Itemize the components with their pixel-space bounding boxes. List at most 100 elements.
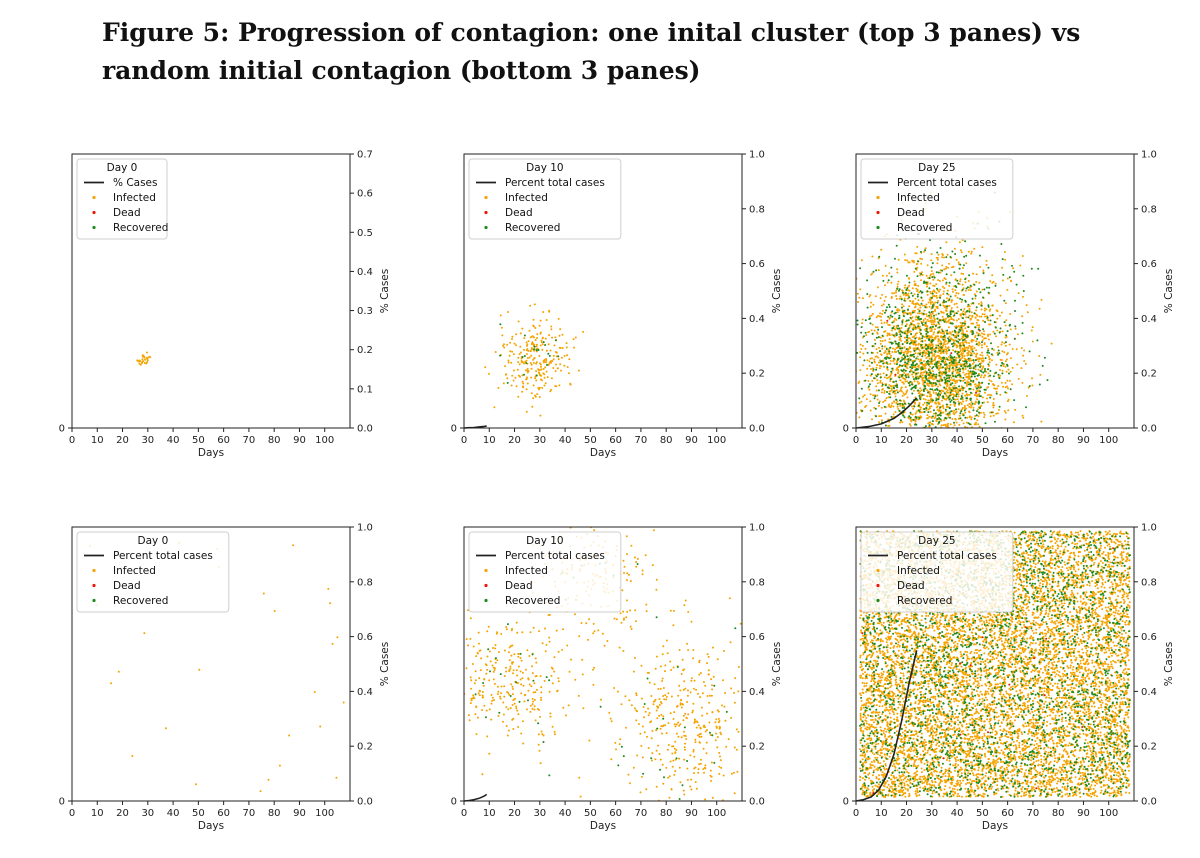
point-infected [941,348,944,351]
point-infected [950,300,953,303]
point-infected [909,424,912,427]
point-infected [930,356,933,359]
point-infected [923,432,925,434]
point-infected [1007,387,1009,390]
point-infected [889,374,892,377]
point-recovered [1025,406,1027,409]
point-infected [532,700,535,703]
point-recovered [931,276,934,279]
point-recovered [924,425,927,428]
point-infected [677,735,680,738]
point-infected [928,343,931,346]
point-infected [625,579,628,582]
point-infected [934,356,937,359]
point-recovered [972,409,975,412]
point-infected [541,523,543,525]
point-infected [636,557,639,560]
point-infected [556,367,559,370]
point-recovered [942,338,945,341]
legend-marker-dead [92,583,96,588]
point-infected [992,404,995,407]
point-infected [943,418,946,421]
point-infected [751,667,753,669]
point-infected [659,665,662,668]
point-infected [557,680,560,683]
point-infected [965,421,968,424]
point-infected [858,401,861,404]
point-recovered [965,254,968,257]
point-infected [943,305,946,308]
point-recovered [900,306,903,309]
point-recovered [938,380,940,383]
point-infected [511,350,514,353]
point-infected [1011,366,1014,369]
point-infected [970,445,972,447]
point-infected [926,403,929,406]
point-infected [970,352,973,355]
point-infected [528,356,531,359]
point-infected [883,352,886,354]
point-infected [680,736,683,739]
point-infected [913,347,916,350]
x-tick-label: 20 [116,435,129,446]
point-infected [921,433,923,435]
point-recovered [959,412,962,415]
point-recovered [884,384,887,387]
point-infected [970,322,973,325]
point-recovered [903,459,905,461]
point-infected [523,337,526,340]
point-infected [511,374,514,377]
point-infected [198,668,201,671]
point-infected [853,368,855,370]
point-infected [974,297,977,300]
point-infected [891,351,894,353]
point-recovered [889,396,892,399]
point-infected [494,644,497,646]
point-infected [623,617,625,620]
point-infected [927,399,930,402]
point-infected [555,355,558,358]
point-infected [864,347,867,350]
point-infected [899,295,902,298]
point-infected [928,357,931,360]
point-infected [143,632,146,635]
point-infected [529,710,532,713]
point-recovered [905,339,908,342]
y-tick-label: 1.0 [357,523,373,534]
point-infected [941,256,944,259]
point-recovered [897,317,900,320]
legend-label: Infected [113,565,156,577]
point-infected [633,656,636,659]
legend-box [468,158,622,240]
point-infected [930,253,933,256]
point-infected [891,469,893,471]
point-infected [523,700,526,703]
point-infected [709,734,712,736]
point-infected [426,715,428,717]
point-infected [890,281,893,284]
point-recovered [856,319,859,322]
point-infected [794,806,796,808]
point-recovered [546,364,548,366]
point-infected [921,435,923,437]
point-infected [879,379,882,382]
point-infected [481,709,484,711]
point-infected [519,345,522,348]
point-infected [936,406,938,409]
x-tick-label: 10 [875,435,888,446]
point-infected [936,409,939,411]
point-infected [624,695,627,698]
point-recovered [958,338,961,341]
point-recovered [1013,337,1016,340]
point-infected [870,329,873,332]
point-recovered [1006,364,1009,367]
point-infected [977,357,980,360]
point-recovered [973,283,976,286]
point-infected [973,352,976,355]
point-infected [879,297,882,300]
point-infected [646,735,648,738]
point-recovered [971,402,974,405]
point-infected [914,332,917,335]
point-recovered [902,315,905,318]
point-infected [445,711,447,713]
